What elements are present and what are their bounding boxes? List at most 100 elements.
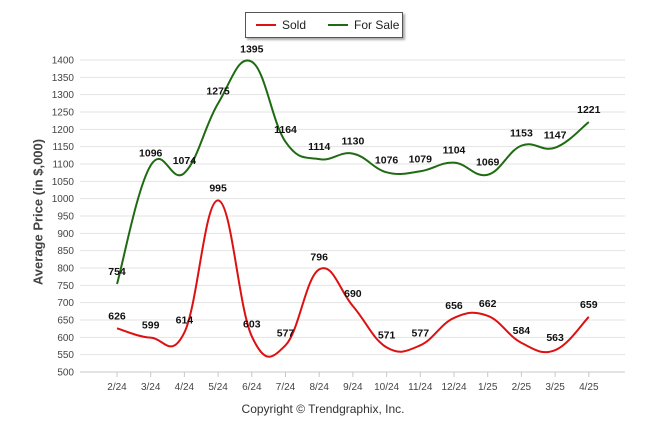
data-point-for-sale bbox=[183, 172, 186, 175]
data-label-sold: 626 bbox=[108, 310, 126, 322]
data-label-for-sale: 1104 bbox=[443, 145, 466, 157]
data-label-sold: 656 bbox=[445, 300, 463, 312]
y-tick-label: 1400 bbox=[52, 56, 75, 67]
legend-swatch-for-sale bbox=[328, 24, 349, 26]
y-tick-label: 1050 bbox=[52, 177, 75, 188]
data-point-sold bbox=[284, 344, 287, 347]
x-tick-label: 8/24 bbox=[309, 382, 329, 393]
data-label-for-sale: 1153 bbox=[510, 128, 533, 140]
data-point-sold bbox=[453, 316, 456, 319]
series-line-for-sale bbox=[116, 59, 590, 285]
data-label-for-sale: 1114 bbox=[308, 141, 330, 153]
x-tick-label: 6/24 bbox=[242, 382, 262, 393]
y-tick-label: 500 bbox=[57, 368, 74, 379]
data-point-for-sale bbox=[587, 121, 590, 124]
data-label-for-sale: 1079 bbox=[409, 153, 433, 165]
y-tick-label: 800 bbox=[57, 264, 74, 275]
x-tick-label: 9/24 bbox=[343, 382, 363, 393]
data-label-for-sale: 1275 bbox=[206, 85, 230, 97]
x-tick-label: 2/24 bbox=[107, 382, 127, 393]
copyright-text: Copyright © Trendgraphix, Inc. bbox=[241, 402, 405, 416]
data-label-for-sale: 754 bbox=[108, 266, 126, 278]
data-point-sold bbox=[520, 341, 523, 344]
data-label-sold: 584 bbox=[513, 325, 531, 337]
data-label-for-sale: 1147 bbox=[544, 130, 567, 142]
data-label-for-sale: 1221 bbox=[577, 104, 601, 116]
y-tick-label: 1250 bbox=[52, 108, 75, 119]
data-point-sold bbox=[587, 315, 590, 318]
x-tick-label: 4/24 bbox=[175, 382, 195, 393]
data-point-for-sale bbox=[149, 164, 152, 167]
x-tick-label: 4/25 bbox=[579, 382, 599, 393]
data-point-sold bbox=[149, 336, 152, 339]
data-label-sold: 563 bbox=[546, 332, 564, 344]
x-tick-label: 10/24 bbox=[374, 382, 399, 393]
data-label-sold: 796 bbox=[310, 251, 328, 263]
data-point-for-sale bbox=[385, 171, 388, 174]
y-tick-label: 750 bbox=[57, 281, 74, 292]
y-tick-label: 950 bbox=[57, 212, 74, 223]
x-tick-label: 5/24 bbox=[208, 382, 228, 393]
legend-swatch-sold bbox=[256, 24, 276, 26]
y-tick-label: 600 bbox=[57, 333, 74, 344]
data-label-sold: 571 bbox=[378, 329, 396, 341]
data-label-for-sale: 1130 bbox=[342, 136, 365, 148]
data-point-sold bbox=[486, 314, 489, 317]
data-point-for-sale bbox=[486, 173, 489, 176]
data-point-for-sale bbox=[318, 158, 321, 161]
data-point-sold bbox=[554, 349, 557, 352]
data-point-for-sale bbox=[250, 60, 253, 63]
y-tick-label: 700 bbox=[57, 298, 74, 309]
legend-item-for-sale[interactable]: For Sale bbox=[328, 18, 399, 32]
data-point-sold bbox=[318, 268, 321, 271]
data-point-for-sale bbox=[284, 140, 287, 143]
data-point-for-sale bbox=[419, 170, 422, 173]
x-tick-label: 12/24 bbox=[441, 382, 466, 393]
series-line-sold bbox=[116, 199, 590, 358]
data-point-for-sale bbox=[520, 144, 523, 147]
x-tick-label: 3/24 bbox=[141, 382, 161, 393]
y-tick-label: 1350 bbox=[52, 73, 75, 84]
data-point-for-sale bbox=[554, 146, 557, 149]
data-point-for-sale bbox=[453, 161, 456, 164]
data-point-sold bbox=[385, 346, 388, 349]
legend-item-sold[interactable]: Sold bbox=[256, 18, 306, 32]
y-tick-label: 1200 bbox=[52, 125, 75, 136]
data-label-sold: 603 bbox=[243, 318, 261, 330]
x-tick-label: 3/25 bbox=[545, 382, 565, 393]
data-label-for-sale: 1076 bbox=[375, 154, 399, 166]
y-tick-label: 850 bbox=[57, 246, 74, 257]
x-tick-label: 7/24 bbox=[276, 382, 296, 393]
data-point-sold bbox=[250, 335, 253, 338]
data-point-for-sale bbox=[116, 282, 119, 285]
x-tick-label: 2/25 bbox=[512, 382, 532, 393]
data-point-sold bbox=[217, 199, 220, 202]
legend-label-sold: Sold bbox=[282, 18, 307, 32]
data-label-for-sale: 1164 bbox=[274, 124, 297, 136]
data-label-sold: 614 bbox=[176, 314, 194, 326]
data-label-sold: 690 bbox=[344, 288, 362, 300]
y-tick-label: 550 bbox=[57, 350, 74, 361]
data-label-for-sale: 1069 bbox=[476, 157, 500, 169]
y-axis-title: Average Price (in $,000) bbox=[30, 138, 46, 286]
data-label-sold: 995 bbox=[209, 182, 227, 194]
data-label-sold: 599 bbox=[142, 320, 160, 332]
data-label-for-sale: 1074 bbox=[173, 155, 197, 167]
data-point-sold bbox=[116, 327, 119, 330]
y-tick-label: 650 bbox=[57, 316, 74, 327]
y-tick-label: 900 bbox=[57, 229, 74, 240]
data-label-sold: 577 bbox=[412, 327, 430, 339]
x-tick-label: 11/24 bbox=[408, 382, 433, 393]
x-tick-label: 1/25 bbox=[478, 382, 498, 393]
data-point-sold bbox=[183, 331, 186, 334]
data-label-for-sale: 1395 bbox=[240, 44, 264, 56]
legend-label-for-sale: For Sale bbox=[354, 18, 400, 32]
data-label-sold: 662 bbox=[479, 298, 497, 310]
data-point-sold bbox=[351, 305, 354, 308]
y-tick-label: 1000 bbox=[52, 194, 75, 205]
data-label-sold: 577 bbox=[277, 327, 295, 339]
data-label-for-sale: 1096 bbox=[139, 147, 163, 159]
legend: Sold For Sale bbox=[245, 12, 403, 38]
data-point-sold bbox=[419, 344, 422, 347]
